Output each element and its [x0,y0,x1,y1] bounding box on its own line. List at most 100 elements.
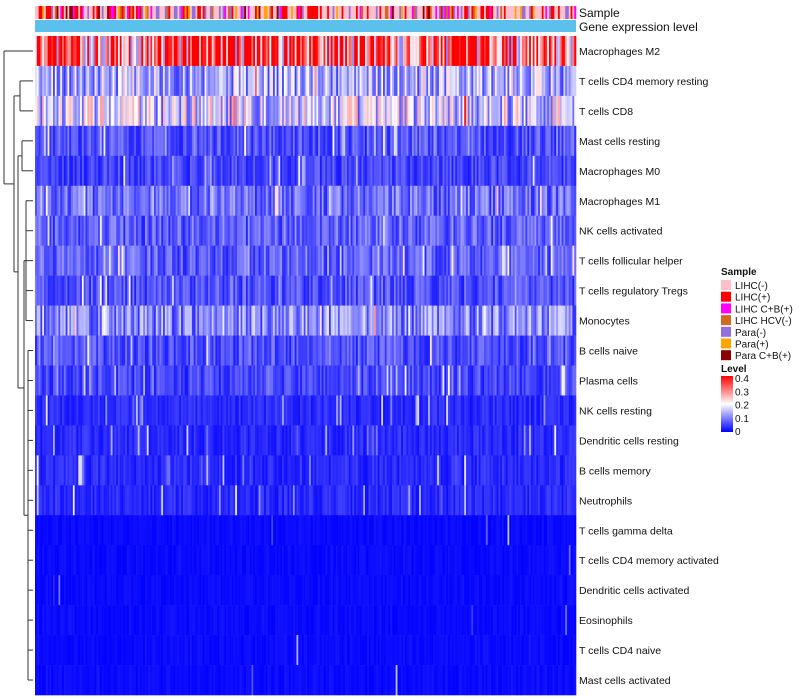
heatmap-cell [476,305,479,336]
heatmap-cell [251,275,254,306]
heatmap-cell [548,455,552,486]
heatmap-cell [393,65,396,97]
heatmap-cell [384,65,387,97]
heatmap-cell [236,155,240,187]
heatmap-cell [370,36,373,67]
heatmap-cell [240,425,243,456]
heatmap-cell [323,185,326,217]
heatmap-cell [126,365,130,396]
heatmap-cell [76,155,79,187]
heatmap-cell [193,65,196,97]
heatmap-cell [554,185,557,217]
heatmap-cell [36,395,39,426]
heatmap-cell [341,36,344,67]
heatmap-cell [489,365,492,396]
heatmap-cell [155,305,158,336]
heatmap-cell [87,485,90,516]
heatmap-cell [485,65,488,97]
heatmap-cell [502,395,505,426]
heatmap-cell [204,425,207,456]
heatmap-cell [154,365,157,396]
heatmap-cell [71,365,74,396]
heatmap-cell [71,275,74,306]
heatmap-cell [51,95,54,127]
heatmap-cell [363,395,366,426]
heatmap-cell [547,36,550,67]
heatmap-cell [447,395,451,426]
heatmap-cell [494,36,497,67]
heatmap-cell [368,245,371,276]
sample-annotation-cell [114,6,117,19]
heatmap-cell [69,65,72,97]
heatmap-cell [529,125,532,157]
heatmap-cell [222,275,225,306]
heatmap-cell [390,395,393,426]
heatmap-cell [226,455,229,486]
heatmap-cell [238,275,241,306]
heatmap-cell [410,275,413,306]
heatmap-cell [408,305,411,336]
heatmap-cell [561,155,564,187]
heatmap-cell [81,425,84,456]
heatmap-cell [226,395,229,426]
heatmap-cell [256,65,259,97]
sample-annotation-cell [563,6,566,19]
heatmap-cell [480,95,483,127]
heatmap-cell [541,36,544,67]
heatmap-cell [343,275,346,306]
heatmap-cell [518,95,521,127]
heatmap-cell [155,185,158,217]
heatmap-cell [159,335,162,366]
heatmap-cell [484,36,487,67]
heatmap-cell [125,185,128,217]
heatmap-cell [467,335,470,366]
heatmap-cell [271,365,274,396]
heatmap-cell [36,36,39,67]
heatmap-cell [521,335,524,366]
heatmap-cell [166,485,169,516]
heatmap-cell [563,245,566,276]
heatmap-cell [249,155,252,187]
heatmap-cell [126,185,130,217]
heatmap-cell [74,65,77,97]
heatmap-cell [130,155,133,187]
heatmap-cell [408,185,411,217]
heatmap-cell [300,395,303,426]
heatmap-cell [503,395,506,426]
heatmap-cell [224,365,227,396]
sample-annotation-cell [251,6,254,19]
heatmap-cell [245,245,249,276]
heatmap-cell [307,36,310,67]
heatmap-cell [137,185,140,217]
sample-annotation-cell [139,6,142,19]
heatmap-cell [204,185,207,217]
heatmap-cell [154,36,157,67]
heatmap-cell [532,455,535,486]
heatmap-cell [103,425,106,456]
heatmap-cell [453,425,456,456]
heatmap-cell [45,395,48,426]
heatmap-cell [114,305,117,336]
heatmap-cell [361,36,364,67]
heatmap-cell [404,125,407,157]
heatmap-cell [453,305,456,336]
heatmap-cell [572,425,575,456]
heatmap-cell [278,36,281,67]
heatmap-cell [90,455,93,486]
heatmap-cell [348,455,351,486]
heatmap-cell [377,36,380,67]
heatmap-cell [557,36,561,67]
heatmap-cell [464,455,467,486]
heatmap-cell [336,65,339,97]
heatmap-cell [305,275,308,306]
heatmap-cell [393,215,396,246]
heatmap-cell [363,185,366,217]
heatmap-cell [116,395,119,426]
heatmap-cell [455,305,458,336]
heatmap-cell [305,455,308,486]
heatmap-cell [484,455,487,486]
heatmap-cell [363,335,366,366]
heatmap-cell [283,425,286,456]
heatmap-cell [500,155,503,187]
heatmap-cell [464,36,467,67]
